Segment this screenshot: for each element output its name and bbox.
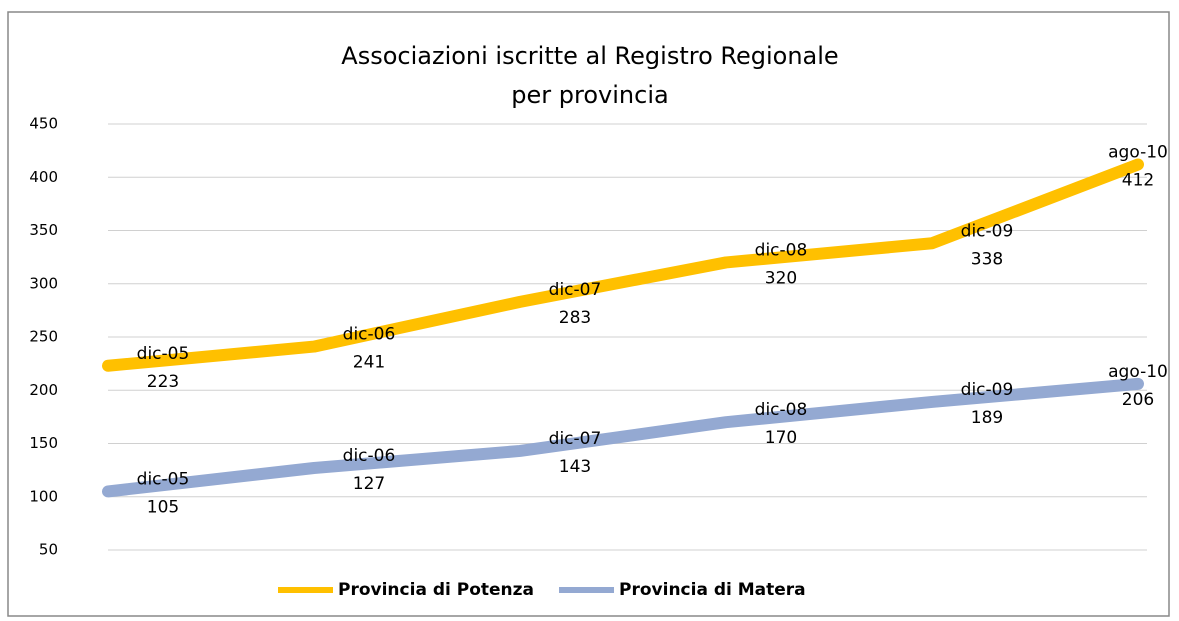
legend-label: Provincia di Matera	[619, 580, 806, 600]
series-line	[102, 158, 1144, 372]
y-tick-label: 150	[29, 434, 58, 452]
data-label-value: 338	[971, 249, 1003, 269]
y-tick-label: 200	[29, 381, 58, 399]
data-label-value: 241	[353, 353, 385, 373]
series-line	[102, 377, 1144, 498]
chart-frame	[7, 11, 1170, 617]
data-label-value: 170	[765, 428, 797, 448]
data-label-category: dic-09	[961, 221, 1014, 241]
y-tick-label: 300	[29, 274, 58, 292]
y-tick-label: 350	[29, 221, 58, 239]
data-label-value: 320	[765, 268, 797, 288]
data-label-category: ago-10	[1108, 142, 1168, 162]
y-tick-label: 450	[29, 115, 58, 133]
y-tick-label: 250	[29, 328, 58, 346]
y-tick-label: 50	[39, 541, 58, 559]
data-label-value: 143	[559, 457, 591, 477]
data-label-category: dic-08	[755, 400, 808, 420]
data-label-value: 412	[1122, 170, 1154, 190]
data-label-category: dic-08	[755, 240, 808, 260]
data-label-value: 283	[559, 308, 591, 328]
data-label-value: 189	[971, 408, 1003, 428]
data-label-category: dic-05	[137, 469, 190, 489]
data-label-value: 127	[353, 474, 385, 494]
data-label-value: 206	[1122, 390, 1154, 410]
data-label-value: 223	[147, 372, 179, 392]
legend-label: Provincia di Potenza	[338, 580, 534, 600]
chart-title: per provincia	[511, 81, 668, 109]
data-label-category: dic-07	[549, 280, 602, 300]
data-label-category: dic-06	[343, 325, 396, 345]
data-label-category: ago-10	[1108, 362, 1168, 382]
data-label-category: dic-09	[961, 380, 1014, 400]
y-tick-label: 100	[29, 487, 58, 505]
data-label-category: dic-05	[137, 344, 190, 364]
data-label-category: dic-06	[343, 446, 396, 466]
chart-title: Associazioni iscritte al Registro Region…	[341, 42, 838, 70]
data-label-value: 105	[147, 497, 179, 517]
y-tick-label: 400	[29, 168, 58, 186]
data-label-category: dic-07	[549, 429, 602, 449]
